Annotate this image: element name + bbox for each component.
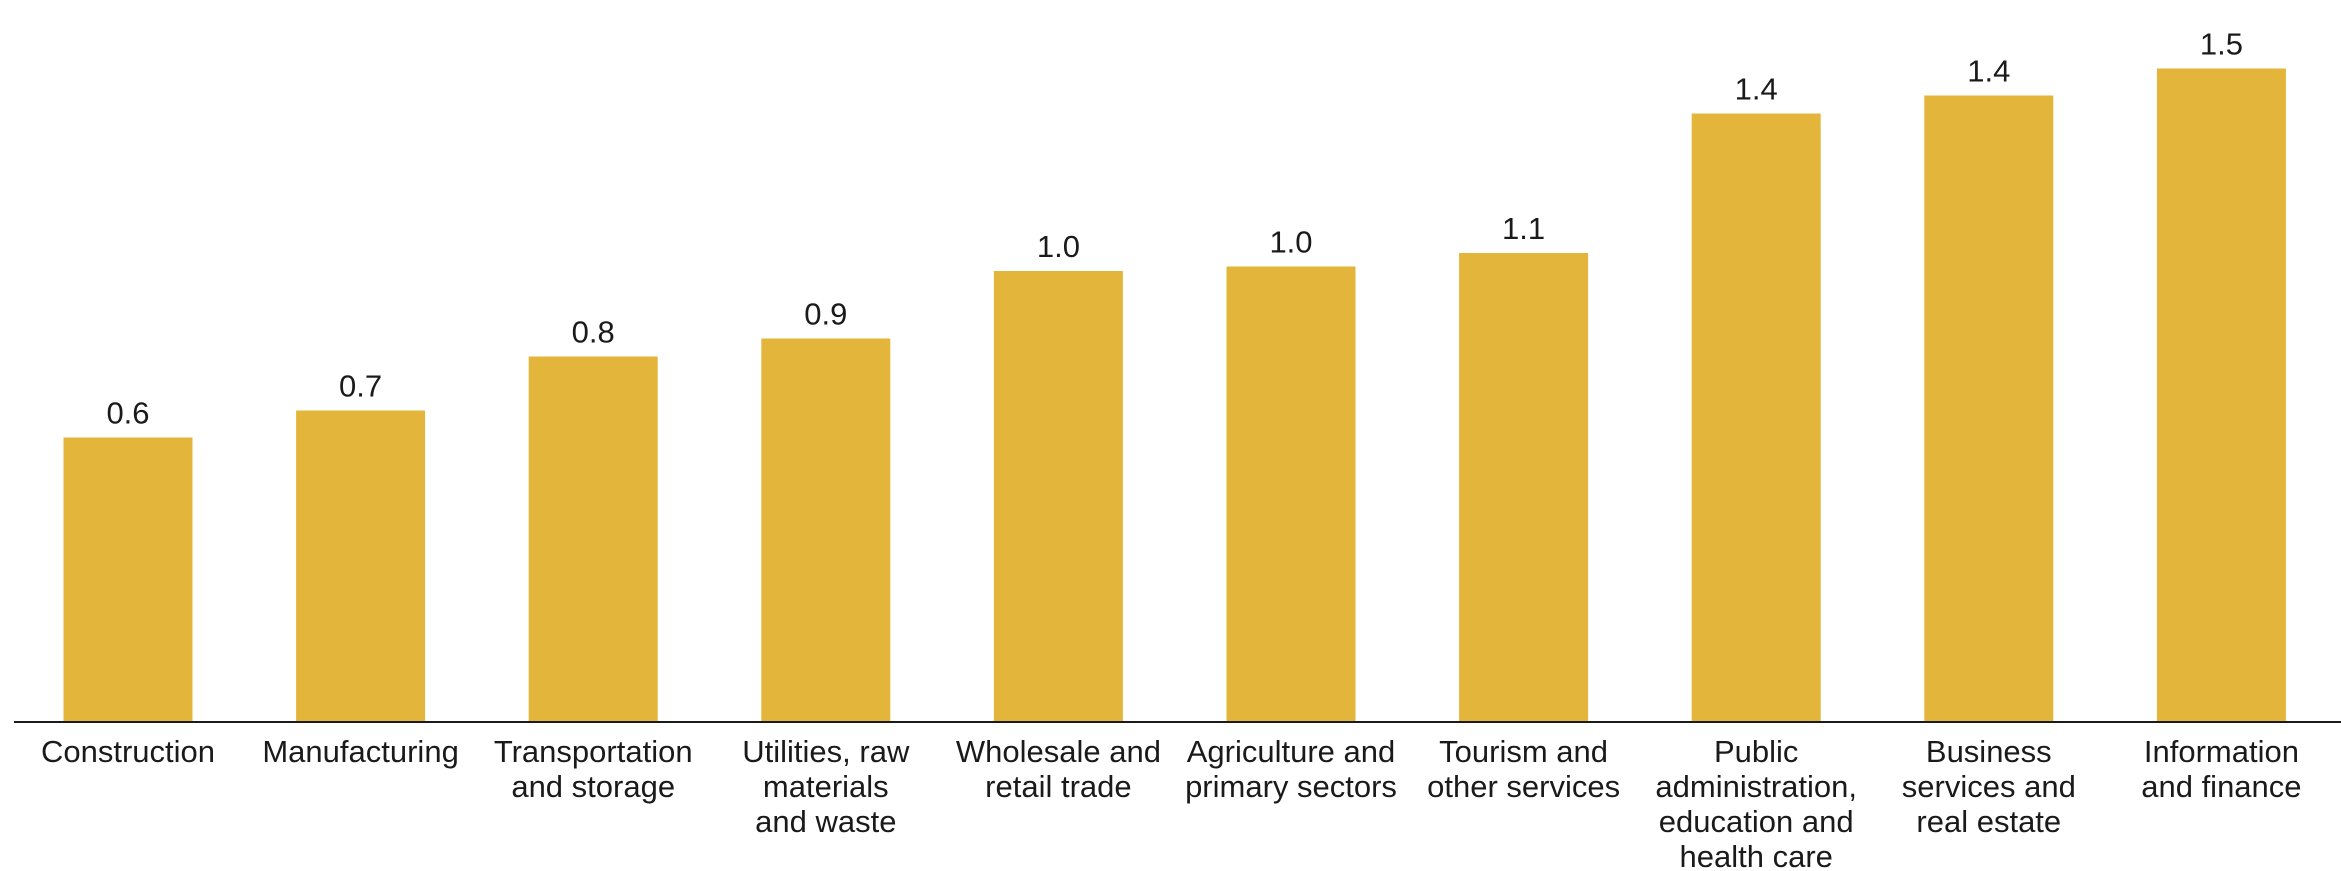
- bar: [296, 410, 426, 721]
- category-label-line: administration,: [1655, 769, 1857, 804]
- bar: [528, 356, 658, 721]
- bar: [63, 437, 193, 721]
- category-label: Business services and real estate: [1902, 734, 2076, 839]
- bar: [1226, 266, 1356, 721]
- bar-value-label: 0.7: [339, 369, 382, 404]
- category-label: Transportation and storage: [494, 734, 693, 804]
- category-label-line: materials: [763, 769, 889, 804]
- category-labels-layer: Construction Manufacturing Transportation a…: [41, 734, 2302, 871]
- bar: [993, 271, 1123, 721]
- bar-value-label: 0.6: [106, 396, 149, 431]
- value-labels-layer: 0.6 0.7 0.8 0.9 1.0 1.0 1.1 1.4 1.4 1.5: [106, 27, 2243, 431]
- category-label-line: primary sectors: [1185, 769, 1397, 804]
- category-label-line: Public: [1714, 734, 1798, 769]
- bar-value-label: 0.8: [572, 315, 615, 350]
- category-label-line: Construction: [41, 734, 215, 769]
- bar-value-label: 1.0: [1269, 225, 1312, 260]
- bar: [2156, 68, 2286, 721]
- category-label-line: Tourism and: [1439, 734, 1608, 769]
- category-label-line: Manufacturing: [262, 734, 458, 769]
- category-label-line: retail trade: [985, 769, 1131, 804]
- category-label-line: health care: [1680, 839, 1833, 871]
- bar-value-label: 1.5: [2200, 27, 2243, 62]
- category-label-line: and waste: [755, 804, 896, 839]
- bar: [761, 338, 891, 721]
- category-label-line: Utilities, raw: [742, 734, 910, 769]
- category-label-line: Agriculture and: [1187, 734, 1396, 769]
- category-label: Utilities, raw materials and waste: [742, 734, 910, 839]
- category-label-line: education and: [1659, 804, 1854, 839]
- category-label-line: Transportation: [494, 734, 693, 769]
- bar: [1924, 95, 2054, 721]
- category-label-line: and storage: [511, 769, 675, 804]
- category-label: Tourism and other services: [1427, 734, 1620, 804]
- category-label: Public administration, education and health…: [1655, 734, 1857, 871]
- category-label: Construction: [41, 734, 215, 769]
- bar-value-label: 0.9: [804, 297, 847, 332]
- category-label-line: Business: [1926, 734, 2052, 769]
- bar-value-label: 1.0: [1037, 229, 1080, 264]
- category-label: Agriculture and primary sectors: [1185, 734, 1397, 804]
- bar-value-label: 1.4: [1735, 72, 1778, 107]
- bar-value-label: 1.4: [1967, 54, 2010, 89]
- bar: [1459, 253, 1589, 721]
- category-label: Information and finance: [2141, 734, 2301, 804]
- category-label-line: Information: [2144, 734, 2299, 769]
- category-label: Manufacturing: [262, 734, 458, 769]
- bars-layer: [63, 68, 2286, 721]
- category-label-line: real estate: [1916, 804, 2061, 839]
- bar: [1691, 113, 1821, 721]
- category-label: Wholesale and retail trade: [956, 734, 1161, 804]
- category-label-line: and finance: [2141, 769, 2301, 804]
- category-label-line: other services: [1427, 769, 1620, 804]
- category-label-line: Wholesale and: [956, 734, 1161, 769]
- bar-value-label: 1.1: [1502, 211, 1545, 246]
- category-label-line: services and: [1902, 769, 2076, 804]
